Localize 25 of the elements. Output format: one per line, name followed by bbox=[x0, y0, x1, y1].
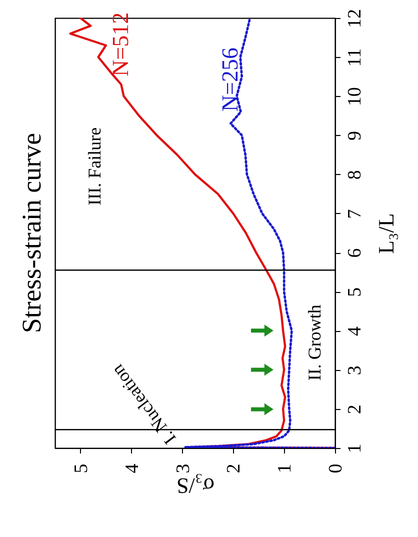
text: N=512 bbox=[108, 12, 134, 76]
annotation: II. Growth bbox=[304, 304, 324, 381]
text: N=256 bbox=[218, 48, 243, 112]
text: Stress-strain curve bbox=[16, 132, 46, 334]
y-tick-label: 10 bbox=[344, 87, 366, 106]
y-tick-label: 2 bbox=[344, 404, 366, 414]
x-tick-label: 3 bbox=[172, 464, 194, 474]
y-tick-label: 3 bbox=[344, 366, 366, 376]
y-tick-label: 9 bbox=[344, 131, 366, 141]
y-tick-label: 6 bbox=[344, 248, 366, 258]
x-tick-label: 1 bbox=[274, 464, 296, 474]
y-tick-label: 8 bbox=[344, 170, 366, 180]
y-tick-label: 12 bbox=[344, 9, 366, 28]
y-tick-label: 1 bbox=[344, 444, 366, 454]
y-tick-label: 5 bbox=[344, 287, 366, 297]
y-tick-label: 4 bbox=[344, 326, 366, 336]
y-tick-label: 7 bbox=[344, 209, 366, 219]
x-tick-label: 0 bbox=[326, 464, 346, 474]
y-tick-label: 11 bbox=[344, 48, 366, 67]
x-tick-label: 5 bbox=[70, 464, 92, 474]
y-axis-title: L₃/L bbox=[374, 213, 398, 254]
x-axis-title: σ₃/S bbox=[176, 473, 214, 498]
x-tick-label: 4 bbox=[122, 463, 143, 474]
annotation: III. Failure bbox=[84, 127, 105, 206]
x-tick-label: 2 bbox=[224, 464, 245, 474]
